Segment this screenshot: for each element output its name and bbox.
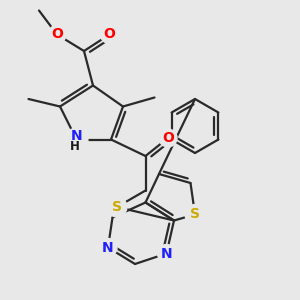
Circle shape (48, 26, 66, 44)
Circle shape (99, 238, 117, 256)
Text: O: O (103, 28, 116, 41)
Text: H: H (70, 140, 80, 154)
Circle shape (107, 197, 127, 217)
Text: N: N (102, 241, 114, 254)
Circle shape (65, 128, 88, 151)
Text: S: S (112, 200, 122, 214)
Text: S: S (190, 208, 200, 221)
Circle shape (185, 205, 205, 224)
Text: N: N (71, 129, 82, 142)
Circle shape (159, 129, 177, 147)
Text: O: O (51, 28, 63, 41)
Circle shape (158, 244, 175, 262)
Text: N: N (161, 247, 172, 260)
Circle shape (100, 26, 118, 44)
Text: O: O (162, 131, 174, 145)
